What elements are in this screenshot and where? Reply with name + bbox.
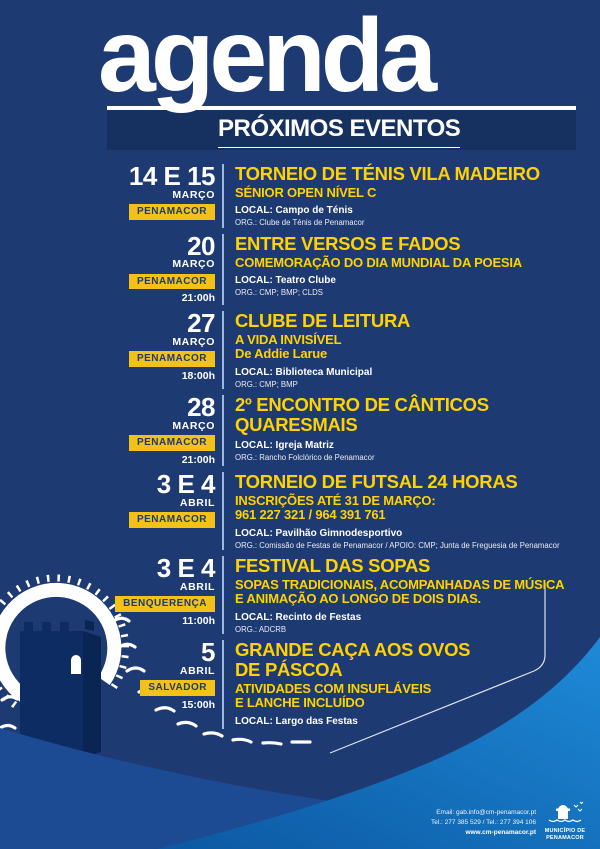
event-org: ORG.: CMP; BMP; CLDS (235, 287, 323, 297)
event-canticos: 28 MARÇO PENAMACOR 21:00h 2º ENCONTRO DE… (0, 391, 570, 467)
poster-title: agenda (98, 0, 437, 114)
footer-phones: Tel.: 277 385 529 / Tel.: 277 394 106 (430, 818, 536, 826)
event-place-badge: BENQUERENÇA (115, 596, 215, 612)
event-details: ENTRE VERSOS E FADOS COMEMORAÇÃO DO DIA … (222, 232, 570, 305)
event-details: CLUBE DE LEITURA A VIDA INVISÍVEL De Add… (222, 309, 570, 389)
event-local: LOCAL: Teatro Clube (235, 274, 336, 286)
event-date-column: 28 MARÇO PENAMACOR 21:00h (0, 391, 216, 466)
event-title: CLUBE DE LEITURA (235, 309, 411, 331)
event-title: 2º ENCONTRO DE CÂNTICOS QUARESMAIS (235, 393, 489, 435)
event-title: FESTIVAL DAS SOPAS (235, 555, 431, 577)
footer-email: Email: gab.info@cm-penamacor.pt (436, 808, 536, 816)
event-month: ABRIL (179, 496, 215, 509)
flame-ring-icon (0, 574, 130, 721)
event-local: LOCAL: Campo de Ténis (235, 205, 353, 217)
event-place-badge: PENAMACOR (128, 351, 215, 367)
event-month: MARÇO (172, 258, 215, 271)
event-local: LOCAL: Recinto de Festas (235, 611, 362, 623)
event-date-column: 3 E 4 ABRIL BENQUERENÇA 11:00h (0, 553, 216, 634)
event-org: ORG.: ADCRB (235, 624, 287, 634)
event-org: ORG.: Rancho Folclórico de Penamacor (235, 452, 375, 462)
event-time: 21:00h (181, 453, 215, 466)
event-tenis: 14 E 15 MARÇO PENAMACOR TORNEIO DE TÉNIS… (0, 161, 570, 228)
event-details: 2º ENCONTRO DE CÂNTICOS QUARESMAIS LOCAL… (222, 393, 570, 467)
thin-diagonal-line (329, 583, 546, 754)
wave-strokes-icon (0, 616, 312, 752)
events-list: 14 E 15 MARÇO PENAMACOR TORNEIO DE TÉNIS… (0, 161, 570, 729)
event-date-column: 5 ABRIL SALVADOR 15:00h (0, 636, 216, 729)
event-date: 5 (201, 636, 215, 667)
castle-tower-icon (20, 620, 101, 758)
event-caca-ovos: 5 ABRIL SALVADOR 15:00h GRANDE CAÇA AOS … (0, 636, 570, 729)
event-title: TORNEIO DE FUTSAL 24 HORAS (235, 471, 518, 493)
event-month: MARÇO (172, 419, 215, 432)
event-place-badge: PENAMACOR (128, 273, 215, 290)
bottom-wave-bright (158, 637, 600, 849)
poster-subtitle: PRÓXIMOS EVENTOS (218, 115, 461, 148)
event-date-column: 27 MARÇO PENAMACOR 18:00h (0, 307, 216, 389)
event-local: LOCAL: Igreja Matriz (235, 439, 334, 451)
event-place-badge: SALVADOR (140, 680, 215, 696)
header-subtitle-box: PRÓXIMOS EVENTOS (107, 106, 576, 150)
event-versos-fados: 20 MARÇO PENAMACOR 21:00h ENTRE VERSOS E… (0, 230, 570, 305)
event-time: 18:00h (181, 369, 215, 382)
event-date: 3 E 4 (156, 553, 216, 584)
event-details: GRANDE CAÇA AOS OVOS DE PÁSCOA ATIVIDADE… (222, 640, 570, 729)
event-festival-sopas: 3 E 4 ABRIL BENQUERENÇA 11:00h FESTIVAL … (0, 553, 570, 634)
event-local: LOCAL: Biblioteca Municipal (235, 366, 373, 378)
event-date: 28 (187, 391, 215, 422)
event-month: ABRIL (179, 664, 215, 677)
event-subtitle: ATIVIDADES COM INSUFLÁVEIS E LANCHE INCL… (235, 680, 432, 711)
event-subtitle: A VIDA INVISÍVEL De Addie Larue (235, 331, 342, 362)
event-subtitle: INSCRIÇÕES ATÉ 31 DE MARÇO: 961 227 321 … (235, 493, 436, 523)
municipality-crest-icon (548, 801, 584, 823)
municipality-name-line1: MUNICÍPIO DE (544, 828, 586, 835)
event-futsal: 3 E 4 ABRIL PENAMACOR TORNEIO DE FUTSAL … (0, 469, 570, 551)
municipality-name-line2: PENAMACOR (546, 835, 584, 842)
event-details: FESTIVAL DAS SOPAS SOPAS TRADICIONAIS, A… (222, 556, 570, 634)
event-date: 27 (187, 307, 215, 338)
event-time: 21:00h (181, 292, 215, 305)
event-month: MARÇO (172, 188, 215, 201)
event-subtitle: SOPAS TRADICIONAIS, ACOMPANHADAS DE MÚSI… (235, 577, 565, 607)
event-date-column: 20 MARÇO PENAMACOR 21:00h (0, 230, 216, 305)
event-month: MARÇO (172, 335, 215, 348)
event-time: 15:00h (181, 698, 215, 711)
event-clube-leitura: 27 MARÇO PENAMACOR 18:00h CLUBE DE LEITU… (0, 307, 570, 389)
footer-contact-block: Email: gab.info@cm-penamacor.pt Tel.: 27… (431, 808, 536, 838)
event-date: 20 (187, 230, 215, 261)
event-date: 14 E 15 (128, 161, 216, 191)
event-title: GRANDE CAÇA AOS OVOS DE PÁSCOA (235, 638, 471, 680)
event-local: LOCAL: Largo das Festas (235, 715, 358, 727)
footer-website: www.cm-penamacor.pt (465, 828, 536, 836)
event-subtitle: COMEMORAÇÃO DO DIA MUNDIAL DA POESIA (235, 254, 522, 270)
event-place-badge: PENAMACOR (128, 435, 215, 451)
event-title: TORNEIO DE TÉNIS VILA MADEIRO (235, 163, 540, 184)
event-month: ABRIL (179, 580, 215, 593)
event-org: ORG.: Comissão de Festas de Penamacor / … (235, 540, 560, 550)
event-org: ORG.: Clube de Ténis de Penamacor (235, 218, 365, 228)
event-subtitle: SÉNIOR OPEN NÍVEL C (235, 184, 377, 200)
event-date: 3 E 4 (156, 469, 216, 500)
event-local: LOCAL: Pavilhão Gimnodesportivo (235, 527, 403, 539)
event-date-column: 14 E 15 MARÇO PENAMACOR (0, 161, 216, 228)
event-time: 11:00h (182, 614, 215, 627)
municipality-logo: MUNICÍPIO DE PENAMACOR (540, 799, 590, 842)
event-org: ORG.: CMP; BMP (235, 379, 298, 389)
event-place-badge: PENAMACOR (128, 204, 215, 220)
event-details: TORNEIO DE FUTSAL 24 HORAS INSCRIÇÕES AT… (222, 471, 570, 551)
event-place-badge: PENAMACOR (128, 512, 215, 528)
event-details: TORNEIO DE TÉNIS VILA MADEIRO SÉNIOR OPE… (222, 164, 570, 228)
event-title: ENTRE VERSOS E FADOS (235, 232, 461, 254)
event-date-column: 3 E 4 ABRIL PENAMACOR (0, 469, 216, 550)
